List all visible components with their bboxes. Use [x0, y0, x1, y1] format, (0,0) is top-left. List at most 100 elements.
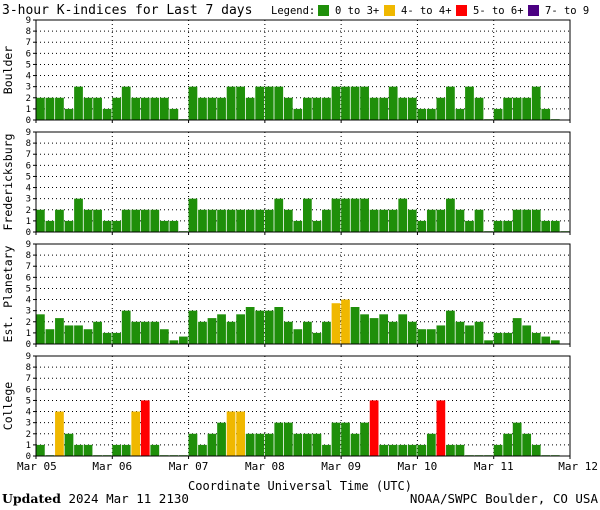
bar — [112, 220, 122, 232]
bar — [512, 209, 522, 232]
bar — [407, 321, 417, 344]
y-axis-label: College — [1, 382, 15, 431]
x-tick-label: Mar 06 — [92, 460, 132, 473]
bar — [474, 97, 484, 120]
bar — [150, 321, 160, 344]
y-tick-label: 6 — [26, 161, 31, 171]
bar — [159, 220, 169, 232]
bar — [331, 303, 341, 344]
legend: Legend: 0 to 3+ 4- to 4+ 5- to 6+ 7- to … — [271, 5, 589, 17]
y-tick-label: 8 — [26, 363, 31, 373]
y-tick-label: 1 — [26, 105, 31, 115]
x-tick-label: Mar 12 — [558, 460, 598, 473]
bar — [512, 422, 522, 456]
bar — [198, 321, 207, 344]
bar — [207, 209, 217, 232]
bar — [436, 97, 446, 120]
bar — [455, 108, 465, 120]
panels: 0123456789Boulder0123456789Fredericksbur… — [1, 16, 598, 473]
y-tick-label: 7 — [26, 150, 31, 160]
bar — [541, 108, 551, 120]
bar — [426, 329, 436, 344]
bar — [236, 411, 245, 456]
bar — [455, 321, 465, 344]
y-tick-label: 8 — [26, 251, 31, 261]
bar — [436, 325, 446, 344]
bar — [522, 433, 532, 456]
bar — [83, 209, 93, 232]
bar — [531, 332, 541, 344]
bar — [465, 86, 474, 120]
bar — [140, 97, 150, 120]
legend-swatch-purple — [528, 5, 539, 16]
y-tick-label: 2 — [26, 318, 31, 328]
bar — [369, 97, 379, 120]
bar — [112, 332, 122, 344]
bar — [198, 97, 207, 120]
bar — [388, 209, 398, 232]
bar — [417, 329, 427, 344]
bar — [245, 209, 255, 232]
bar — [312, 220, 322, 232]
y-tick-label: 5 — [26, 396, 31, 406]
bar — [150, 444, 160, 456]
bar — [217, 97, 226, 120]
legend-item-yellow: 4- to 4+ — [401, 5, 452, 17]
y-tick-label: 7 — [26, 262, 31, 272]
bar — [417, 108, 427, 120]
y-tick-label: 0 — [26, 340, 31, 350]
bar — [236, 209, 245, 232]
bar — [312, 97, 322, 120]
bar — [112, 444, 122, 456]
x-axis-label: Coordinate Universal Time (UTC) — [188, 479, 412, 493]
bar — [83, 329, 93, 344]
y-tick-label: 8 — [26, 27, 31, 37]
updated-label: Updated — [2, 491, 61, 506]
bar — [264, 86, 274, 120]
bar — [398, 97, 408, 120]
legend-label: Legend: — [271, 5, 315, 17]
bar — [303, 321, 312, 344]
y-tick-label: 2 — [26, 430, 31, 440]
y-tick-label: 9 — [26, 128, 31, 138]
bar — [255, 433, 265, 456]
bar — [179, 336, 188, 344]
bar — [503, 220, 512, 232]
bar — [512, 318, 522, 344]
bar — [293, 220, 303, 232]
bar — [283, 97, 293, 120]
bar — [255, 209, 265, 232]
y-tick-label: 4 — [26, 408, 31, 418]
bar — [550, 340, 560, 344]
bar — [74, 444, 83, 456]
bar — [150, 97, 160, 120]
bar — [226, 411, 236, 456]
y-tick-label: 2 — [26, 206, 31, 216]
bar — [188, 433, 198, 456]
bar — [55, 318, 64, 344]
bar — [36, 209, 45, 232]
bar — [274, 86, 284, 120]
bar — [541, 220, 551, 232]
bar — [407, 444, 417, 456]
bar — [341, 198, 350, 232]
bar — [188, 86, 198, 120]
bar — [360, 422, 369, 456]
bar — [417, 444, 427, 456]
bar — [522, 325, 532, 344]
bar — [303, 198, 312, 232]
bar — [169, 340, 179, 344]
bar — [121, 444, 131, 456]
bar — [379, 314, 389, 344]
bar — [159, 329, 169, 344]
bar — [274, 307, 284, 344]
y-tick-label: 1 — [26, 329, 31, 339]
bar — [446, 310, 455, 344]
panel-frame — [35, 19, 571, 121]
y-axis-label: Est. Planetary — [1, 245, 15, 342]
bar — [293, 433, 303, 456]
y-tick-label: 2 — [26, 94, 31, 104]
y-tick-label: 4 — [26, 184, 31, 194]
